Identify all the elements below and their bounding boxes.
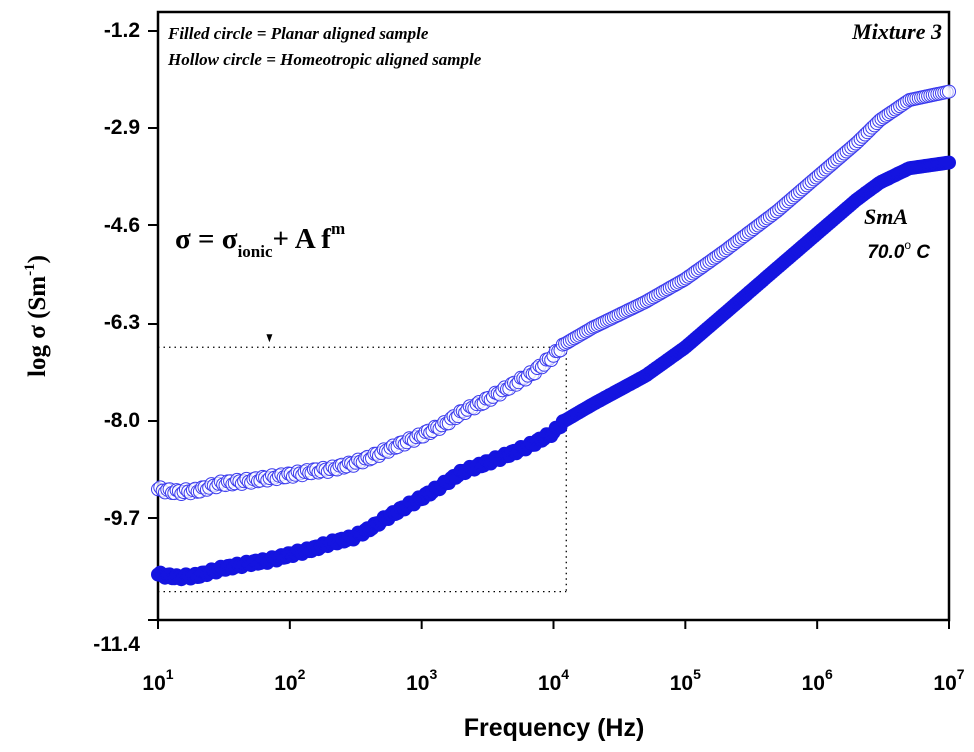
temperature-unit: C: [911, 242, 930, 263]
series-layer: [152, 85, 956, 586]
x-tick-label: 106: [802, 666, 833, 695]
equation-rhs: + A f: [273, 223, 332, 255]
legend-line-filled: Filled circle = Planar aligned sample: [167, 24, 429, 43]
y-axis-title-sup: -1: [22, 263, 38, 276]
temperature-label: 70.0o C: [867, 238, 930, 263]
y-tick-label: -2.9: [104, 116, 140, 139]
temperature-value: 70.0: [867, 242, 904, 263]
hollow-circle-point: [943, 85, 956, 98]
y-tick-label: -8.0: [104, 409, 140, 432]
x-tick-label: 103: [406, 666, 437, 695]
x-tick-label: 104: [538, 666, 569, 695]
x-tick-label: 101: [142, 666, 173, 695]
x-tick-label: 107: [933, 666, 964, 695]
y-tick-label: -4.6: [104, 214, 140, 237]
y-tick-label: -9.7: [104, 507, 140, 530]
y-axis-title: log σ (Sm-1): [22, 255, 51, 377]
y-axis-title-close: ): [24, 255, 51, 263]
panel-label: Mixture 3: [851, 19, 942, 44]
arrow-marker: [266, 334, 272, 342]
legend-line-hollow: Hollow circle = Homeotropic aligned samp…: [167, 50, 482, 69]
x-tick-label: 105: [670, 666, 701, 695]
equation-lhs: σ = σ: [175, 223, 238, 255]
plot-frame: [158, 12, 949, 620]
y-tick-label: -6.3: [104, 311, 140, 334]
x-tick-label: 102: [274, 666, 305, 695]
equation-sup: m: [331, 219, 345, 238]
y-tick-label: -11.4: [93, 633, 140, 656]
y-axis-title-main: log σ (Sm: [24, 276, 51, 377]
x-axis-title: Frequency (Hz): [464, 714, 645, 742]
phase-label: SmA: [864, 204, 908, 229]
series-filled: [152, 156, 956, 586]
filled-circle-point: [943, 156, 956, 169]
y-tick-label: -1.2: [104, 19, 140, 42]
equation: σ = σionic+ A fm: [175, 219, 345, 261]
equation-sub: ionic: [238, 242, 273, 261]
